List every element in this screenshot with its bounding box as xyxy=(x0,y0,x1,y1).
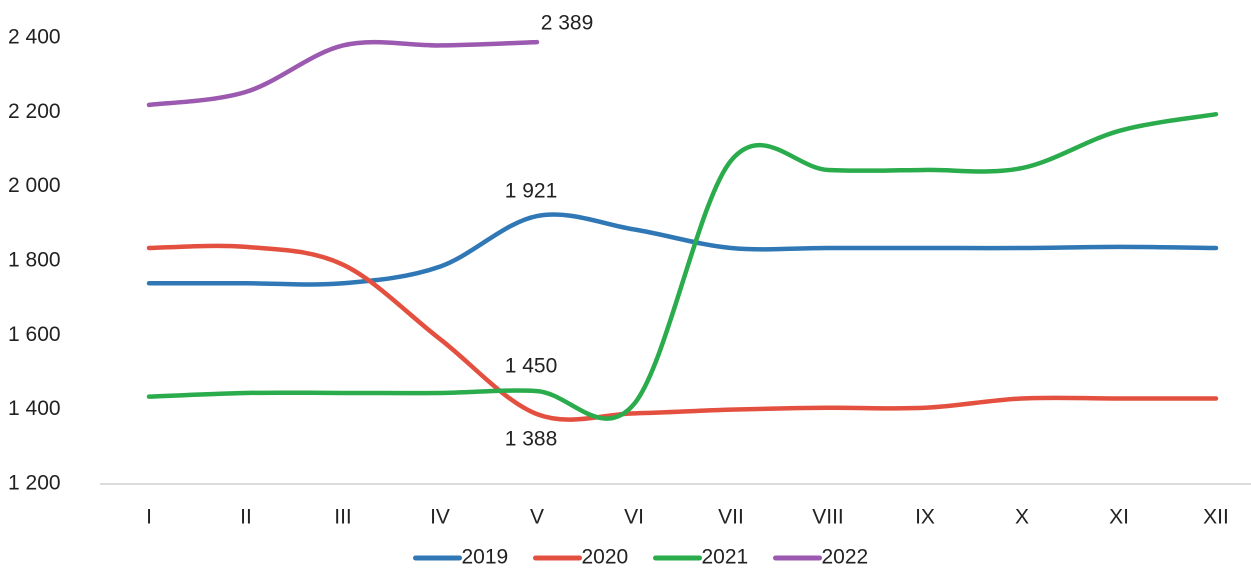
x-tick-label: VII xyxy=(718,506,744,529)
y-tick-label: 1 600 xyxy=(8,323,61,346)
y-tick-label: 1 400 xyxy=(8,397,61,420)
data-label: 1 450 xyxy=(505,355,558,378)
series-line xyxy=(146,39,540,108)
series-line xyxy=(146,212,1219,287)
data-label: 2 389 xyxy=(541,12,594,35)
x-tick-label: III xyxy=(334,506,352,529)
y-tick-label: 1 800 xyxy=(8,249,61,272)
x-tick-label: IV xyxy=(430,506,450,529)
x-tick-label: IX xyxy=(915,506,935,529)
x-tick-label: XII xyxy=(1203,506,1229,529)
x-tick-label: X xyxy=(1015,506,1029,529)
x-tick-label: XI xyxy=(1109,506,1129,529)
legend-label: 2022 xyxy=(822,546,869,569)
data-label: 1 388 xyxy=(505,428,558,451)
x-tick-label: V xyxy=(530,506,544,529)
x-tick-label: I xyxy=(146,506,152,529)
y-tick-label: 1 200 xyxy=(8,472,61,495)
x-tick-label: II xyxy=(240,506,252,529)
legend-label: 2019 xyxy=(462,546,509,569)
data-label: 1 921 xyxy=(505,180,558,203)
legend-label: 2020 xyxy=(582,546,629,569)
series-line xyxy=(146,111,1219,421)
x-tick-label: VIII xyxy=(812,506,844,529)
y-tick-label: 2 000 xyxy=(8,174,61,197)
series-line xyxy=(146,243,1219,422)
legend-label: 2021 xyxy=(702,546,749,569)
x-tick-label: VI xyxy=(624,506,644,529)
y-tick-label: 2 400 xyxy=(8,26,61,49)
y-tick-label: 2 200 xyxy=(8,100,61,123)
